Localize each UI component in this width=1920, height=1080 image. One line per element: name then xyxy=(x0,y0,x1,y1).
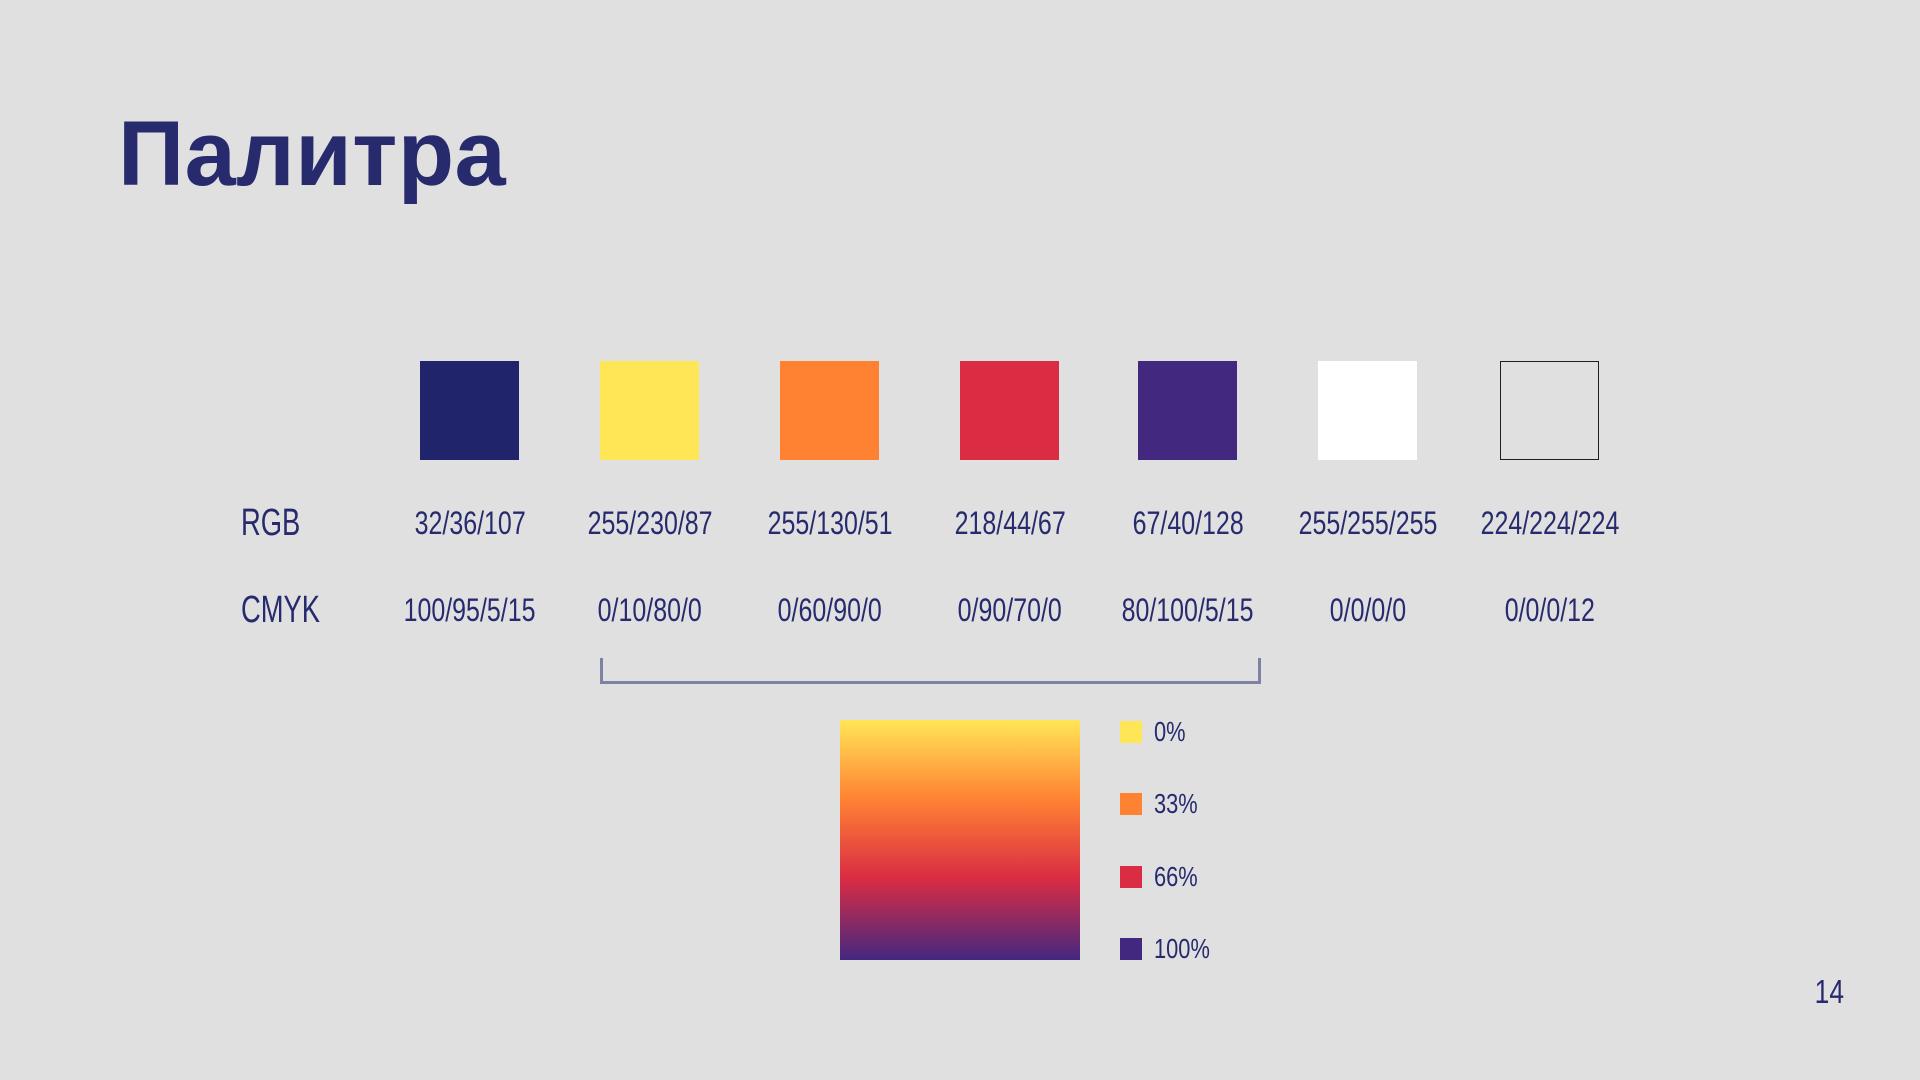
palette-column-yellow: 255/230/87 0/10/80/0 xyxy=(560,361,740,641)
cmyk-value-purple: 80/100/5/15 xyxy=(1122,592,1254,628)
legend-item-0: 0% xyxy=(1120,716,1194,747)
legend-swatch-purple xyxy=(1120,938,1142,960)
cmyk-value-white: 0/0/0/0 xyxy=(1329,592,1407,628)
color-swatch-navy xyxy=(420,361,519,460)
color-swatch-orange xyxy=(780,361,879,460)
palette-column-red: 218/44/67 0/90/70/0 xyxy=(920,361,1100,641)
rgb-row-label: RGB xyxy=(241,502,401,544)
rgb-value-white: 255/255/255 xyxy=(1298,505,1438,541)
color-swatch-gray-outlined xyxy=(1500,361,1599,460)
cmyk-value-yellow: 0/10/80/0 xyxy=(597,592,703,628)
legend-label-66: 66% xyxy=(1154,861,1198,892)
legend-label-100: 100% xyxy=(1154,933,1210,964)
legend-label-0: 0% xyxy=(1154,716,1186,747)
cmyk-value-navy: 100/95/5/15 xyxy=(404,592,536,628)
palette-column-purple: 67/40/128 80/100/5/15 xyxy=(1098,361,1278,641)
rgb-value-gray: 224/224/224 xyxy=(1480,505,1620,541)
cmyk-row-label: CMYK xyxy=(241,589,401,631)
cmyk-value-red: 0/90/70/0 xyxy=(957,592,1063,628)
palette-column-navy: 32/36/107 100/95/5/15 xyxy=(380,361,560,641)
palette-column-white: 255/255/255 0/0/0/0 xyxy=(1278,361,1458,641)
rgb-value-red: 218/44/67 xyxy=(954,505,1066,541)
color-swatch-purple xyxy=(1138,361,1237,460)
cmyk-value-gray: 0/0/0/12 xyxy=(1504,592,1596,628)
legend-swatch-red xyxy=(1120,866,1142,888)
rgb-row-label-text: RGB xyxy=(241,502,301,544)
color-swatch-yellow xyxy=(600,361,699,460)
legend-swatch-yellow xyxy=(1120,721,1142,743)
legend-item-66: 66% xyxy=(1120,861,1210,892)
cmyk-row-label-text: CMYK xyxy=(241,589,321,631)
rgb-value-purple: 67/40/128 xyxy=(1132,505,1244,541)
legend-label-33: 33% xyxy=(1154,788,1198,819)
palette-column-gray: 224/224/224 0/0/0/12 xyxy=(1460,361,1640,641)
color-swatch-white xyxy=(1318,361,1417,460)
gradient-square xyxy=(840,720,1080,960)
rgb-value-navy: 32/36/107 xyxy=(414,505,526,541)
legend-item-100: 100% xyxy=(1120,933,1226,964)
palette-column-orange: 255/130/51 0/60/90/0 xyxy=(740,361,920,641)
page-title: Палитра xyxy=(118,103,507,205)
rgb-value-orange: 255/130/51 xyxy=(767,505,893,541)
gradient-group-bracket xyxy=(600,658,1261,684)
page-number: 14 xyxy=(1814,973,1844,1010)
cmyk-value-orange: 0/60/90/0 xyxy=(777,592,883,628)
color-swatch-red xyxy=(960,361,1059,460)
legend-swatch-orange xyxy=(1120,793,1142,815)
legend-item-33: 33% xyxy=(1120,788,1210,819)
rgb-value-yellow: 255/230/87 xyxy=(587,505,713,541)
